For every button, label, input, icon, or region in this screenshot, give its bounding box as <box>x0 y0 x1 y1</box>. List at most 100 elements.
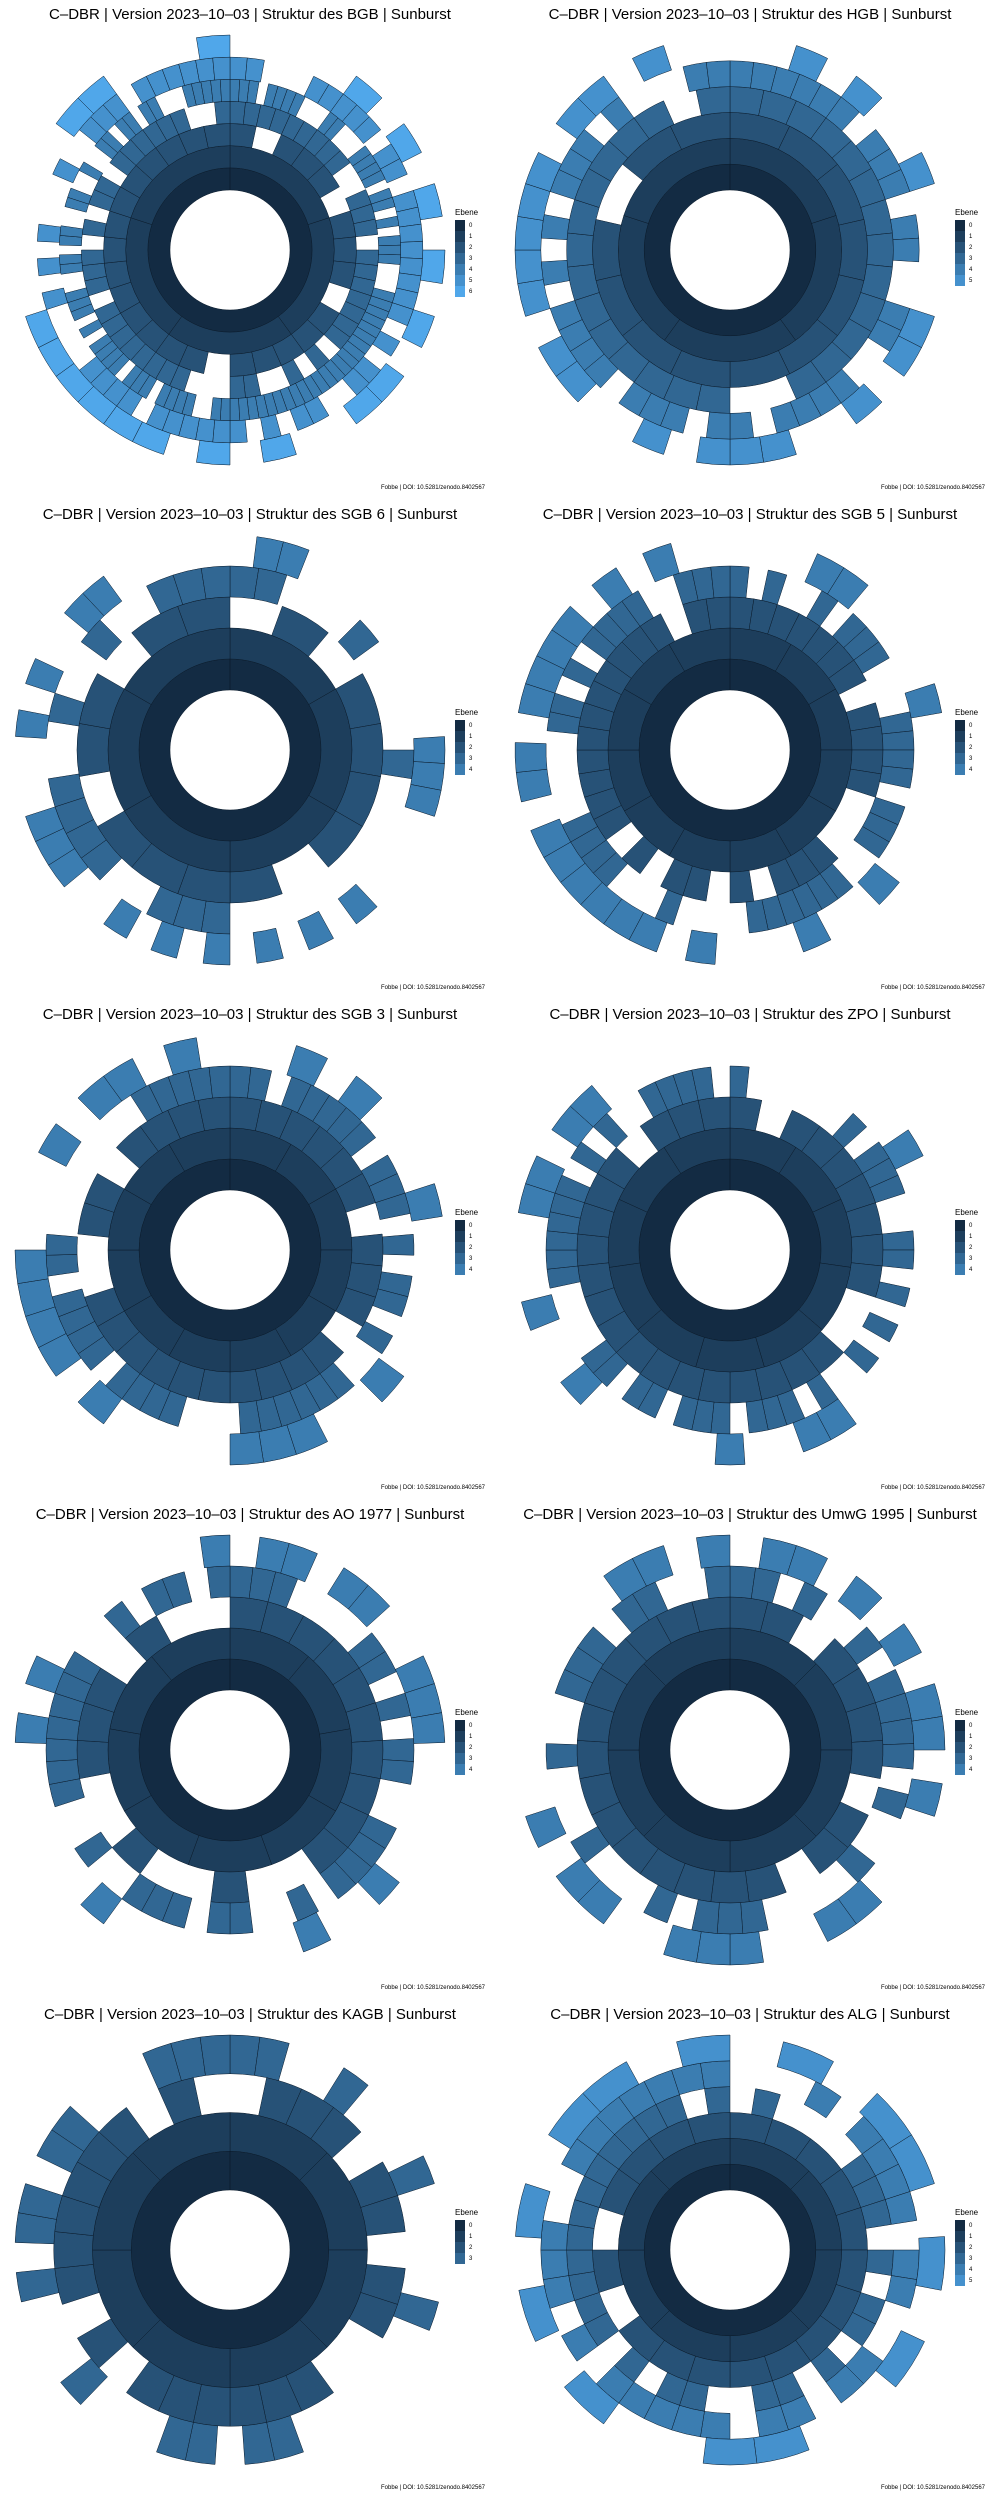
legend: Ebene 0 1 2 3 4 <box>955 708 978 775</box>
sunburst-panel: C–DBR | Version 2023–10–03 | Struktur de… <box>0 2000 500 2500</box>
legend-swatch <box>455 1264 465 1275</box>
sunburst-segment-level-2 <box>845 768 882 798</box>
sunburst-segment-level-3 <box>751 2088 781 2120</box>
legend-swatch <box>455 231 465 242</box>
sunburst-segment-level-5 <box>898 152 935 192</box>
legend-swatch <box>955 1220 965 1231</box>
legend-label: 2 <box>469 1744 473 1751</box>
sunburst-segment-level-5 <box>260 414 282 441</box>
legend-label: 0 <box>469 2222 473 2229</box>
sunburst-segment-level-4 <box>377 253 401 265</box>
sunburst-segment-level-5 <box>37 257 62 277</box>
sunburst-segment-level-3 <box>862 1311 899 1343</box>
sunburst-svg <box>515 2034 946 2466</box>
sunburst-segment-level-4 <box>252 927 284 964</box>
legend-label: 1 <box>469 2233 473 2240</box>
chart-caption: Fobbe | DOI: 10.5281/zenodo.8402567 <box>881 1985 985 1991</box>
sunburst-segment-level-4 <box>560 1362 603 1406</box>
sunburst-segment-level-0 <box>638 658 822 842</box>
chart-title: C–DBR | Version 2023–10–03 | Struktur de… <box>35 1506 465 1523</box>
sunburst-segment-level-6 <box>77 75 117 114</box>
legend-entry: 2 <box>455 242 478 253</box>
sunburst-segment-level-4 <box>561 2323 599 2362</box>
sunburst-segment-level-2 <box>729 1096 763 1131</box>
chart-caption: Fobbe | DOI: 10.5281/zenodo.8402567 <box>381 1985 485 1991</box>
legend-swatch <box>955 2220 965 2231</box>
legend-entry: 2 <box>455 1242 478 1253</box>
sunburst-segment-level-4 <box>525 1806 567 1848</box>
chart-caption: Fobbe | DOI: 10.5281/zenodo.8402567 <box>381 1485 485 1491</box>
legend: Ebene 0 1 2 3 4 <box>455 1208 478 1275</box>
sunburst-segment-level-2 <box>53 2231 94 2269</box>
sunburst-segment-level-2 <box>349 1740 384 1779</box>
legend-swatch <box>455 764 465 775</box>
sunburst-segment-level-5 <box>889 2134 935 2192</box>
sunburst-segment-level-3 <box>208 1065 231 1099</box>
sunburst-segment-level-5 <box>582 2061 640 2113</box>
legend-label: 5 <box>469 277 473 284</box>
sunburst-segment-level-3 <box>229 1901 254 1935</box>
legend-entry: 1 <box>455 2231 478 2242</box>
legend-swatch <box>955 220 965 231</box>
sunburst-segment-level-3 <box>339 1121 377 1157</box>
sunburst-svg <box>525 1534 946 1966</box>
sunburst-segment-level-3 <box>229 375 246 399</box>
sunburst-segment-level-3 <box>17 2183 63 2220</box>
legend-label: 0 <box>469 1722 473 1729</box>
sunburst-segment-level-3 <box>393 2292 439 2331</box>
sunburst-segment-level-3 <box>570 1826 610 1864</box>
legend-swatch <box>955 764 965 775</box>
sunburst-segment-level-5 <box>212 56 231 81</box>
sunburst-segment-level-4 <box>792 1412 832 1453</box>
sunburst-segment-level-4 <box>530 818 571 858</box>
sunburst-segment-level-4 <box>825 2365 865 2404</box>
legend-entry: 0 <box>455 2220 478 2231</box>
sunburst-panel: C–DBR | Version 2023–10–03 | Struktur de… <box>500 1000 1000 1500</box>
sunburst-segment-level-0 <box>131 2150 329 2349</box>
sunburst-segment-level-3 <box>729 1065 750 1099</box>
sunburst-segment-level-3 <box>60 2358 108 2406</box>
legend-label: 1 <box>469 1233 473 1240</box>
sunburst-segment-level-4 <box>67 187 92 205</box>
legend-label: 4 <box>969 766 973 773</box>
sunburst-segment-level-0 <box>643 163 816 337</box>
legend-entry: 5 <box>455 275 478 286</box>
sunburst-segment-level-4 <box>347 1584 391 1628</box>
sunburst-segment-level-3 <box>691 1066 715 1101</box>
legend-title: Ebene <box>455 708 479 717</box>
legend-label: 0 <box>469 722 473 729</box>
sunburst-segment-level-4 <box>891 2249 920 2280</box>
sunburst-segment-level-4 <box>540 2220 569 2251</box>
sunburst-segment-level-3 <box>740 1899 769 1934</box>
sunburst-segment-level-3 <box>247 1066 272 1102</box>
sunburst-segment-level-6 <box>259 433 297 463</box>
sunburst-segment-level-2 <box>851 1233 884 1267</box>
sunburst-segment-level-5 <box>398 223 423 243</box>
sunburst-segment-level-3 <box>745 899 769 934</box>
legend-label: 4 <box>469 766 473 773</box>
legend-entry: 3 <box>455 253 478 264</box>
chart-title: C–DBR | Version 2023–10–03 | Struktur de… <box>548 6 952 23</box>
sunburst-segment-level-4 <box>685 929 718 965</box>
sunburst-segment-level-4 <box>378 244 401 256</box>
legend-entry: 0 <box>955 1720 978 1731</box>
legend-label: 2 <box>969 1244 973 1251</box>
legend: Ebene 0 1 2 3 4 5 6 <box>455 208 478 297</box>
sunburst-segment-level-3 <box>729 86 765 116</box>
sunburst-segment-level-4 <box>892 237 920 263</box>
legend-entry: 1 <box>955 1231 978 1242</box>
legend-entry: 3 <box>955 2253 978 2264</box>
sunburst-segment-level-3 <box>835 1843 876 1883</box>
sunburst-segment-level-6 <box>413 183 443 221</box>
chart-title: C–DBR | Version 2023–10–03 | Struktur de… <box>42 506 458 523</box>
legend-entry: 4 <box>455 1264 478 1275</box>
legend-entry: 3 <box>455 753 478 764</box>
sunburst-segment-level-1 <box>187 1835 273 1873</box>
sunburst-segment-level-4 <box>199 1534 231 1569</box>
legend-label: 3 <box>469 255 473 262</box>
sunburst-segment-level-2 <box>210 1870 250 1904</box>
sunburst-segment-level-4 <box>15 709 50 739</box>
legend-entry: 2 <box>955 1242 978 1253</box>
sunburst-segment-level-1 <box>695 1336 765 1373</box>
sunburst-segment-level-5 <box>538 335 578 377</box>
